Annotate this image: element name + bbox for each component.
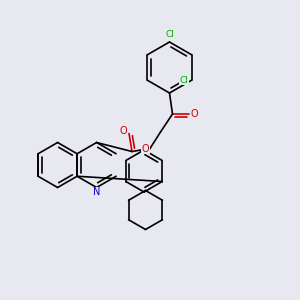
- Text: Cl: Cl: [180, 76, 188, 85]
- Text: O: O: [190, 109, 198, 119]
- Text: Cl: Cl: [165, 30, 174, 39]
- Text: O: O: [142, 143, 149, 154]
- Text: O: O: [120, 125, 128, 136]
- Text: N: N: [93, 187, 100, 197]
